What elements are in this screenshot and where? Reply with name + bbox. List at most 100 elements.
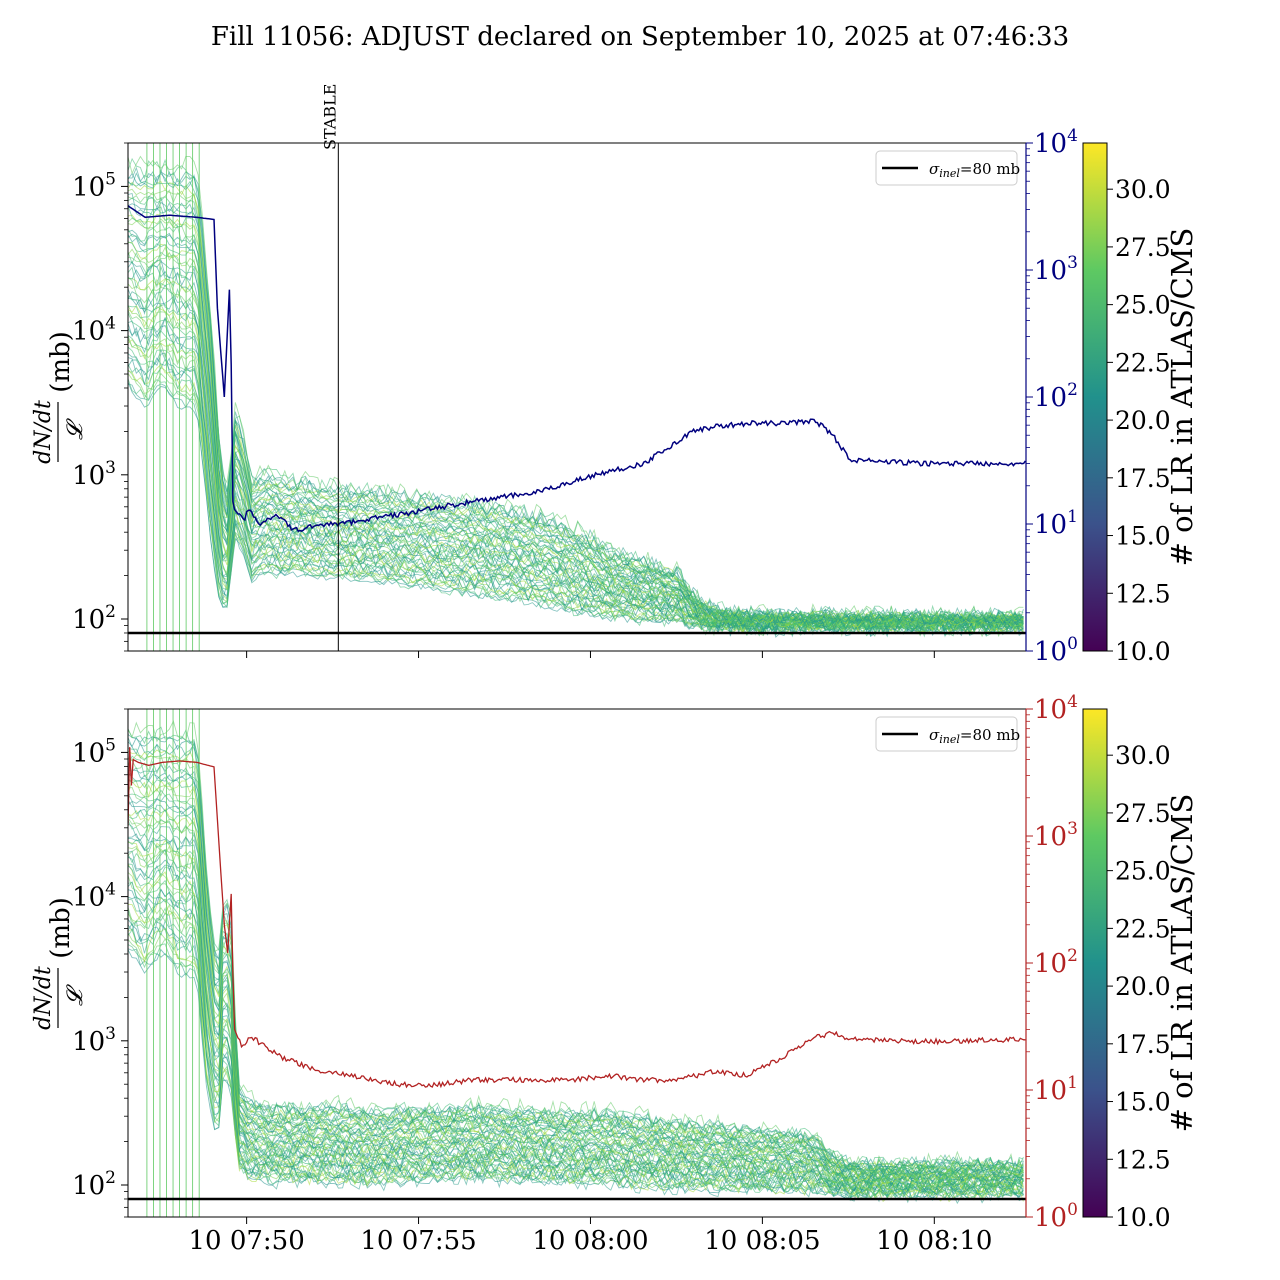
y-tick-label: 104: [72, 880, 116, 913]
y-tick-label: 105: [72, 169, 116, 202]
colorbar-tick-label: 25.0: [1115, 857, 1171, 886]
right-y-tick-label: 101: [1034, 1073, 1078, 1106]
right-y-tick-label: 104: [1034, 126, 1078, 159]
band-trace-line: [128, 155, 1024, 627]
band-trace-line: [128, 157, 1024, 626]
band-trace-line: [128, 755, 1024, 1176]
top-legend-box: [875, 150, 1018, 186]
colorbar-tick-label: 12.5: [1115, 579, 1171, 608]
y-tick-label: 103: [72, 458, 116, 491]
x-tick-label: 10 08:10: [876, 1226, 992, 1256]
x-tick-label: 10 08:05: [704, 1226, 820, 1256]
band-trace-line: [128, 875, 1024, 1190]
colorbar-tick-label: 15.0: [1115, 522, 1171, 551]
right-y-tick-label: 102: [1034, 380, 1078, 413]
top-ylabel-numerator: dN/dt: [31, 400, 56, 464]
band-trace-line: [128, 367, 1024, 633]
colorbar-tick-label: 20.0: [1115, 406, 1171, 435]
band-trace-line: [128, 778, 1024, 1182]
band-trace-line: [128, 265, 1024, 633]
top-colorbar: 10.0 12.5 15.0 17.5 20.0 22.5 25.0 27.5 30.0: [1082, 142, 1171, 666]
bottom-ylabel-denominator: 𝓛: [63, 984, 88, 1006]
stable-annotation: STABLE: [320, 84, 339, 150]
top-colorbar-gradient: [1082, 142, 1108, 652]
bottom-colorbar-gradient: [1082, 708, 1108, 1218]
bottom-legend: σinel=80 mb: [875, 716, 1020, 752]
band-trace-line: [128, 166, 1024, 625]
band-trace-line: [128, 335, 1024, 638]
band-trace-line: [128, 188, 1024, 622]
band-trace-line: [128, 864, 1024, 1193]
bottom-right-series-line: [128, 747, 1026, 1089]
colorbar-tick-label: 30.0: [1115, 741, 1171, 770]
colorbar-tick-label: 27.5: [1115, 233, 1171, 262]
band-trace-line: [128, 906, 1024, 1199]
band-trace-line: [128, 217, 1024, 628]
colorbar-tick-label: 17.5: [1115, 1030, 1171, 1059]
bottom-colorbar: 10.0 12.5 15.0 17.5 20.0 22.5 25.0 27.5 30.0: [1082, 708, 1171, 1232]
bottom-legend-label: σinel=80 mb: [929, 726, 1020, 746]
top-y-axis: 102 103 104 105: [72, 142, 128, 652]
bottom-ylabel-unit: (mb): [46, 897, 76, 959]
top-panel: STABLE 102 103 104 105 100 101 102 103 104 dN/d…: [31, 84, 1199, 667]
top-band: [128, 143, 1024, 651]
band-trace-line: [128, 251, 1024, 633]
colorbar-tick-label: 20.0: [1115, 972, 1171, 1001]
band-trace-line: [128, 220, 1024, 630]
band-trace-line: [128, 352, 1024, 638]
bottom-colorbar-label: # of LR in ATLAS/CMS: [1165, 794, 1199, 1133]
top-legend-label: σinel=80 mb: [929, 160, 1020, 180]
band-trace-line: [128, 282, 1024, 635]
band-trace-line: [128, 259, 1024, 633]
bottom-ylabel-numerator: dN/dt: [31, 966, 56, 1030]
colorbar-tick-label: 15.0: [1115, 1088, 1171, 1117]
y-tick-label: 103: [72, 1024, 116, 1057]
top-legend: σinel=80 mb: [875, 150, 1020, 186]
bottom-band: [128, 709, 1024, 1217]
bottom-legend-box: [875, 716, 1018, 752]
right-y-tick-label: 103: [1034, 253, 1078, 286]
band-trace-line: [128, 277, 1024, 629]
band-trace-line: [128, 265, 1024, 633]
bottom-y-axis: 102 103 104 105: [72, 708, 128, 1218]
bottom-x-axis: 10 07:50 10 07:55 10 08:00 10 08:05 10 08:10: [188, 1217, 992, 1256]
bottom-right-axis: 100 101 102 103 104: [1025, 692, 1078, 1233]
band-trace-line: [128, 378, 1024, 638]
band-trace-line: [128, 863, 1024, 1193]
y-tick-label: 102: [72, 1168, 116, 1201]
top-ylabel-unit: (mb): [46, 331, 76, 393]
band-trace-line: [128, 726, 1024, 1172]
band-trace-line: [128, 719, 1024, 1175]
top-ylabel: dN/dt 𝓛 (mb): [31, 331, 88, 464]
colorbar-tick-label: 27.5: [1115, 799, 1171, 828]
colorbar-tick-label: 10.0: [1115, 637, 1171, 666]
band-trace-line: [128, 357, 1024, 638]
y-tick-label: 104: [72, 314, 116, 347]
top-colorbar-label: # of LR in ATLAS/CMS: [1165, 228, 1199, 567]
top-x-ticks: [246, 651, 935, 658]
colorbar-tick-label: 12.5: [1115, 1145, 1171, 1174]
x-tick-label: 10 07:55: [360, 1226, 476, 1256]
top-ylabel-denominator: 𝓛: [63, 418, 88, 440]
band-trace-line: [128, 798, 1024, 1179]
right-y-tick-label: 100: [1034, 1200, 1078, 1233]
figure-title: Fill 11056: ADJUST declared on September…: [211, 22, 1069, 52]
band-trace-line: [128, 169, 1024, 625]
right-y-tick-label: 102: [1034, 946, 1078, 979]
band-trace-line: [128, 288, 1024, 633]
colorbar-tick-label: 30.0: [1115, 175, 1171, 204]
colorbar-tick-label: 22.5: [1115, 914, 1171, 943]
band-trace-line: [128, 881, 1024, 1197]
right-y-tick-label: 100: [1034, 634, 1078, 667]
colorbar-tick-label: 17.5: [1115, 464, 1171, 493]
bottom-ylabel: dN/dt 𝓛 (mb): [31, 897, 88, 1030]
right-y-tick-label: 104: [1034, 692, 1078, 725]
band-trace-line: [128, 754, 1024, 1172]
band-trace-line: [128, 734, 1024, 1168]
right-y-tick-label: 101: [1034, 507, 1078, 540]
band-trace-line: [128, 172, 1024, 625]
x-tick-label: 10 08:00: [532, 1226, 648, 1256]
band-trace-line: [128, 278, 1024, 629]
